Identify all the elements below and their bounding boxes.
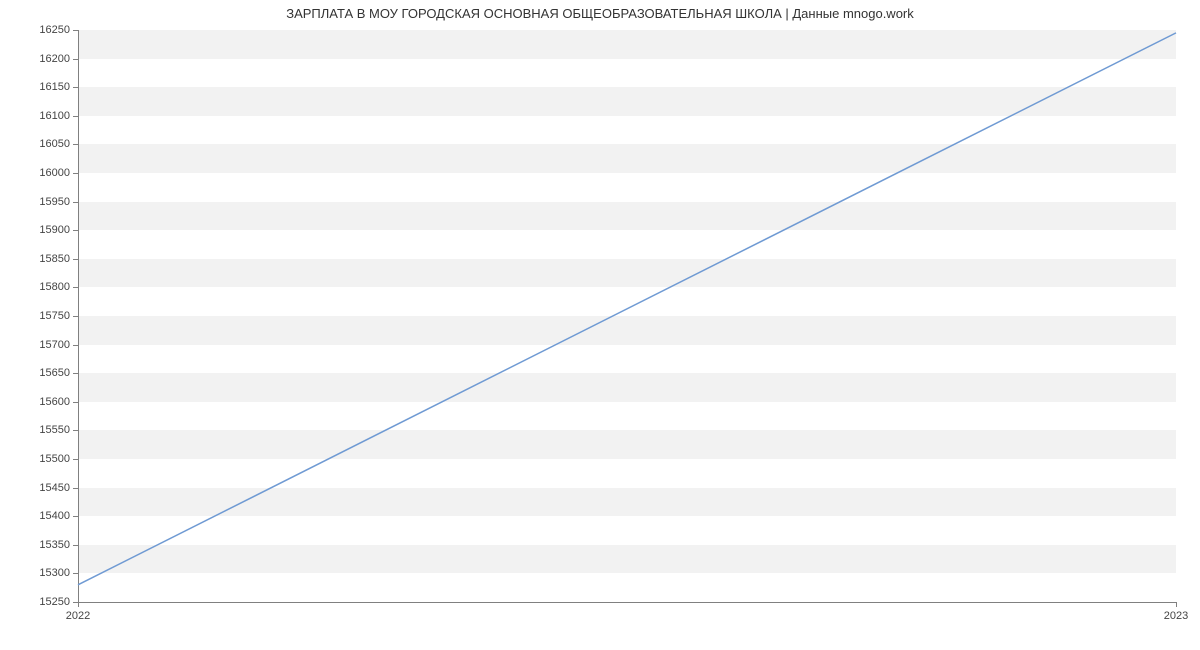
salary-line-chart: ЗАРПЛАТА В МОУ ГОРОДСКАЯ ОСНОВНАЯ ОБЩЕОБ…: [0, 0, 1200, 650]
y-tick-label: 16250: [30, 24, 70, 36]
x-tick-mark: [1176, 602, 1177, 607]
x-tick-label: 2023: [1164, 610, 1188, 622]
x-axis-line: [78, 602, 1176, 603]
x-tick-label: 2022: [66, 610, 90, 622]
y-tick-label: 15550: [30, 424, 70, 436]
y-tick-label: 15600: [30, 396, 70, 408]
y-tick-label: 15650: [30, 367, 70, 379]
y-tick-label: 16200: [30, 53, 70, 65]
y-tick-label: 15450: [30, 482, 70, 494]
y-tick-label: 15400: [30, 510, 70, 522]
y-tick-label: 16050: [30, 138, 70, 150]
y-tick-label: 15250: [30, 596, 70, 608]
y-tick-label: 15800: [30, 281, 70, 293]
x-tick-mark: [78, 602, 79, 607]
plot-area: 1525015300153501540015450155001555015600…: [78, 30, 1176, 602]
series-line-salary: [78, 33, 1176, 585]
y-tick-label: 15700: [30, 339, 70, 351]
y-tick-label: 15750: [30, 310, 70, 322]
y-tick-label: 16000: [30, 167, 70, 179]
chart-title: ЗАРПЛАТА В МОУ ГОРОДСКАЯ ОСНОВНАЯ ОБЩЕОБ…: [0, 6, 1200, 21]
y-tick-label: 15850: [30, 253, 70, 265]
y-tick-label: 15300: [30, 567, 70, 579]
y-tick-label: 15350: [30, 539, 70, 551]
y-tick-label: 15500: [30, 453, 70, 465]
y-tick-label: 16100: [30, 110, 70, 122]
y-tick-label: 15950: [30, 196, 70, 208]
y-tick-label: 15900: [30, 224, 70, 236]
line-layer: [78, 30, 1176, 602]
y-tick-label: 16150: [30, 81, 70, 93]
